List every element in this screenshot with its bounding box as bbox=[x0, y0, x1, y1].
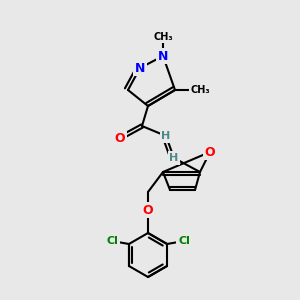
Text: O: O bbox=[115, 131, 125, 145]
Text: H: H bbox=[161, 131, 171, 141]
Text: CH₃: CH₃ bbox=[190, 85, 210, 95]
Text: H: H bbox=[169, 153, 178, 163]
Text: O: O bbox=[143, 203, 153, 217]
Text: CH₃: CH₃ bbox=[153, 32, 173, 42]
Text: Cl: Cl bbox=[106, 236, 118, 246]
Text: Cl: Cl bbox=[178, 236, 190, 246]
Text: N: N bbox=[158, 50, 168, 62]
Text: O: O bbox=[205, 146, 215, 158]
Text: N: N bbox=[135, 61, 145, 74]
